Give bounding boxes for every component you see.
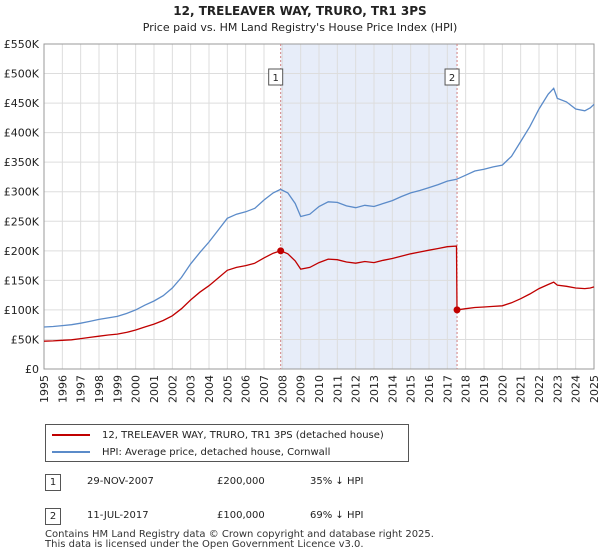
chart-legend: 12, TRELEAVER WAY, TRURO, TR1 3PS (detac…: [45, 424, 409, 462]
shaded-ownership-range: [280, 44, 458, 369]
x-tick-label: 1997: [75, 375, 88, 403]
x-tick-label: 2000: [130, 375, 143, 403]
x-tick-label: 2012: [350, 375, 363, 403]
y-tick-label: £50K: [11, 333, 40, 346]
x-tick-label: 2024: [570, 375, 583, 403]
x-tick-label: 2009: [295, 375, 308, 403]
transaction-row: 2 11-JUL-2017 £100,000 69% ↓ HPI: [45, 508, 405, 526]
y-tick-label: £300K: [4, 186, 40, 199]
legend-price-label: 12, TRELEAVER WAY, TRURO, TR1 3PS (detac…: [102, 429, 384, 441]
x-tick-label: 1998: [93, 375, 106, 403]
sale-point: [277, 247, 285, 255]
x-tick-label: 2014: [386, 375, 399, 403]
x-tick-label: 2011: [331, 375, 344, 403]
sale-marker-label: 1: [272, 73, 278, 84]
x-tick-label: 2002: [166, 375, 179, 403]
x-tick-label: 2004: [203, 375, 216, 403]
footer-line2: This data is licensed under the Open Gov…: [45, 539, 364, 550]
transaction-row: 1 29-NOV-2007 £200,000 35% ↓ HPI: [45, 474, 405, 492]
transaction-badge: 1: [45, 474, 61, 491]
x-tick-label: 2001: [148, 375, 161, 403]
y-tick-label: £150K: [4, 274, 40, 287]
transaction-price: £200,000: [217, 476, 265, 487]
transaction-hpi-diff: 35% ↓ HPI: [310, 476, 364, 487]
transaction-hpi-diff: 69% ↓ HPI: [310, 510, 364, 521]
price-line-swatch: [52, 434, 90, 436]
legend-hpi-label: HPI: Average price, detached house, Corn…: [102, 446, 331, 458]
y-tick-label: £550K: [4, 38, 40, 51]
transaction-date: 11-JUL-2017: [87, 510, 149, 521]
transaction-badge: 2: [45, 508, 61, 525]
sale-marker-box: [444, 68, 460, 86]
x-tick-label: 1999: [111, 375, 124, 403]
x-tick-label: 2020: [496, 375, 509, 403]
x-tick-label: 2006: [240, 375, 253, 403]
x-tick-label: 2017: [441, 375, 454, 403]
x-tick-label: 2007: [258, 375, 271, 403]
x-tick-label: 2013: [368, 375, 381, 403]
y-tick-label: £450K: [4, 97, 40, 110]
chart-title-line2: Price paid vs. HM Land Registry's House …: [143, 21, 458, 34]
x-tick-label: 2005: [221, 375, 234, 403]
chart-title-line1: 12, TRELEAVER WAY, TRURO, TR1 3PS: [173, 4, 426, 18]
plot-frame: [43, 43, 595, 370]
x-tick-label: 2008: [276, 375, 289, 403]
sale-point: [453, 306, 461, 314]
transaction-price: £100,000: [217, 510, 265, 521]
price-series-line: [43, 245, 595, 342]
y-tick-label: £100K: [4, 304, 40, 317]
x-tick-label: 2022: [533, 375, 546, 403]
x-tick-label: 2019: [478, 375, 491, 403]
x-tick-label: 2023: [551, 375, 564, 403]
x-tick-label: 1995: [38, 375, 51, 403]
x-tick-label: 2025: [588, 375, 600, 403]
y-tick-label: £500K: [4, 68, 40, 81]
price-chart: 12, TRELEAVER WAY, TRURO, TR1 3PS Price …: [4, 4, 600, 403]
x-tick-label: 2021: [515, 375, 528, 403]
legend-item-hpi: HPI: Average price, detached house, Corn…: [52, 444, 330, 460]
footer-line1: Contains HM Land Registry data © Crown c…: [45, 529, 434, 540]
x-tick-label: 2016: [423, 375, 436, 403]
y-tick-label: £250K: [4, 215, 40, 228]
y-tick-label: £0: [25, 363, 39, 376]
hpi-series-line: [43, 87, 595, 328]
x-tick-label: 1996: [56, 375, 69, 403]
hpi-line-swatch: [52, 451, 90, 453]
x-tick-label: 2010: [313, 375, 326, 403]
y-tick-label: £350K: [4, 156, 40, 169]
transaction-date: 29-NOV-2007: [87, 476, 154, 487]
footer-attribution: Contains HM Land Registry data © Crown c…: [45, 530, 434, 550]
x-tick-label: 2015: [405, 375, 418, 403]
sale-marker-label: 2: [449, 73, 455, 84]
sale-marker-box: [268, 68, 284, 86]
x-tick-label: 2018: [460, 375, 473, 403]
x-tick-label: 2003: [185, 375, 198, 403]
y-tick-label: £400K: [4, 127, 40, 140]
legend-item-price: 12, TRELEAVER WAY, TRURO, TR1 3PS (detac…: [52, 427, 384, 443]
y-tick-label: £200K: [4, 245, 40, 258]
